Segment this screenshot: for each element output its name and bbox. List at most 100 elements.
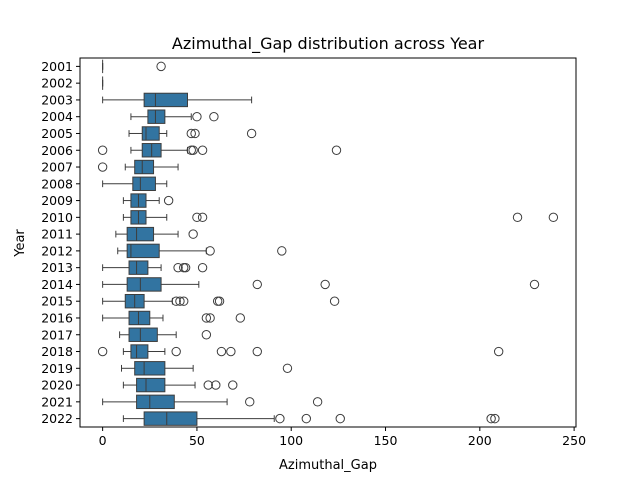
x-tick-label: 250 [562,433,586,448]
outlier-point [252,346,262,357]
y-tick-label: 2009 [41,193,73,208]
outlier-point [529,279,540,290]
y-tick-label: 2022 [41,411,73,426]
outlier-point [228,380,238,390]
x-tick-label: 0 [99,433,107,448]
y-tick-label: 2006 [41,143,73,158]
outlier-point [186,145,196,155]
x-tick-label: 150 [374,433,398,448]
outlier-point [486,413,496,424]
outlier-point [216,346,227,357]
outlier-point [97,346,108,357]
y-tick-label: 2010 [41,210,73,225]
outlier-point [214,296,225,306]
y-tick-label: 2016 [41,310,73,325]
chart-title: Azimuthal_Gap distribution across Year [172,34,485,54]
y-tick-label: 2001 [41,59,73,74]
y-tick-label: 2005 [41,126,73,141]
outlier-point [97,145,108,155]
box-2018 [130,344,149,359]
box-2005 [141,126,160,141]
outlier-point [203,380,213,390]
box-2004 [147,109,166,124]
y-tick-label: 2020 [41,378,73,393]
outlier-point [97,162,108,172]
y-tick-label: 2012 [41,243,73,258]
plot-frame [79,57,577,428]
y-tick-label: 2011 [41,227,73,242]
y-tick-label: 2013 [41,260,73,275]
box-2021 [136,394,175,410]
outlier-point [163,195,174,206]
outlier-point [246,128,257,139]
outlier-point [175,296,185,306]
outlier-point [493,346,504,357]
outlier-point [320,279,330,290]
y-tick-label: 2008 [41,176,73,191]
y-tick-label: 2007 [41,160,73,175]
outlier-point [156,61,166,72]
outlier-point [201,330,212,340]
y-tick-label: 2015 [41,294,73,309]
outlier-point [548,212,559,223]
x-tick-label: 200 [468,433,492,448]
outlier-point [205,313,215,323]
outlier-point [252,279,262,290]
box-2014 [126,277,162,292]
outlier-point [188,145,198,155]
outlier-point [235,313,246,323]
outlier-point [335,413,345,424]
y-axis-label: Year [13,229,28,258]
outlier-point [205,246,215,256]
outlier-point [190,128,200,139]
outlier-point [179,262,189,273]
outlier-point [209,112,219,122]
outlier-point [197,145,208,155]
outlier-point [180,262,191,273]
outlier-point [197,212,208,223]
outlier-point [171,346,181,357]
outlier-point [192,212,202,223]
y-tick-label: 2019 [41,361,73,376]
y-tick-label: 2004 [41,109,73,124]
x-axis-label: Azimuthal_Gap [279,458,377,473]
y-tick-label: 2021 [41,394,73,409]
outlier-point [245,397,255,407]
outlier-point [331,145,342,155]
outlier-point [188,229,198,239]
x-tick-label: 50 [189,433,205,448]
outlier-point [277,246,287,256]
box-2022 [143,411,198,426]
box-2003 [143,92,188,108]
y-tick-label: 2017 [41,327,73,342]
box-2008 [132,176,156,192]
outlier-point [197,262,208,273]
box-2017 [128,327,158,342]
outlier-point [329,296,340,306]
box-2013 [128,260,149,275]
outlier-point [211,380,221,390]
outlier-point [179,296,189,306]
y-tick-label: 2018 [41,344,73,359]
y-tick-label: 2003 [41,92,73,107]
outlier-point [301,413,312,424]
y-tick-label: 2002 [41,76,73,91]
outlier-point [186,128,196,139]
outlier-point [490,413,500,424]
box-2020 [136,377,166,393]
outlier-point [212,296,223,306]
y-tick-label: 2014 [41,277,73,292]
outlier-point [173,262,183,273]
outlier-point [282,363,293,373]
outlier-point [226,346,236,357]
x-tick-label: 100 [279,433,303,448]
outlier-point [312,397,323,407]
box-2019 [134,361,166,376]
outlier-point [512,212,523,223]
box-2012 [126,243,160,259]
box-2011 [126,226,155,242]
outlier-point [192,112,202,122]
outlier-point [171,296,181,306]
